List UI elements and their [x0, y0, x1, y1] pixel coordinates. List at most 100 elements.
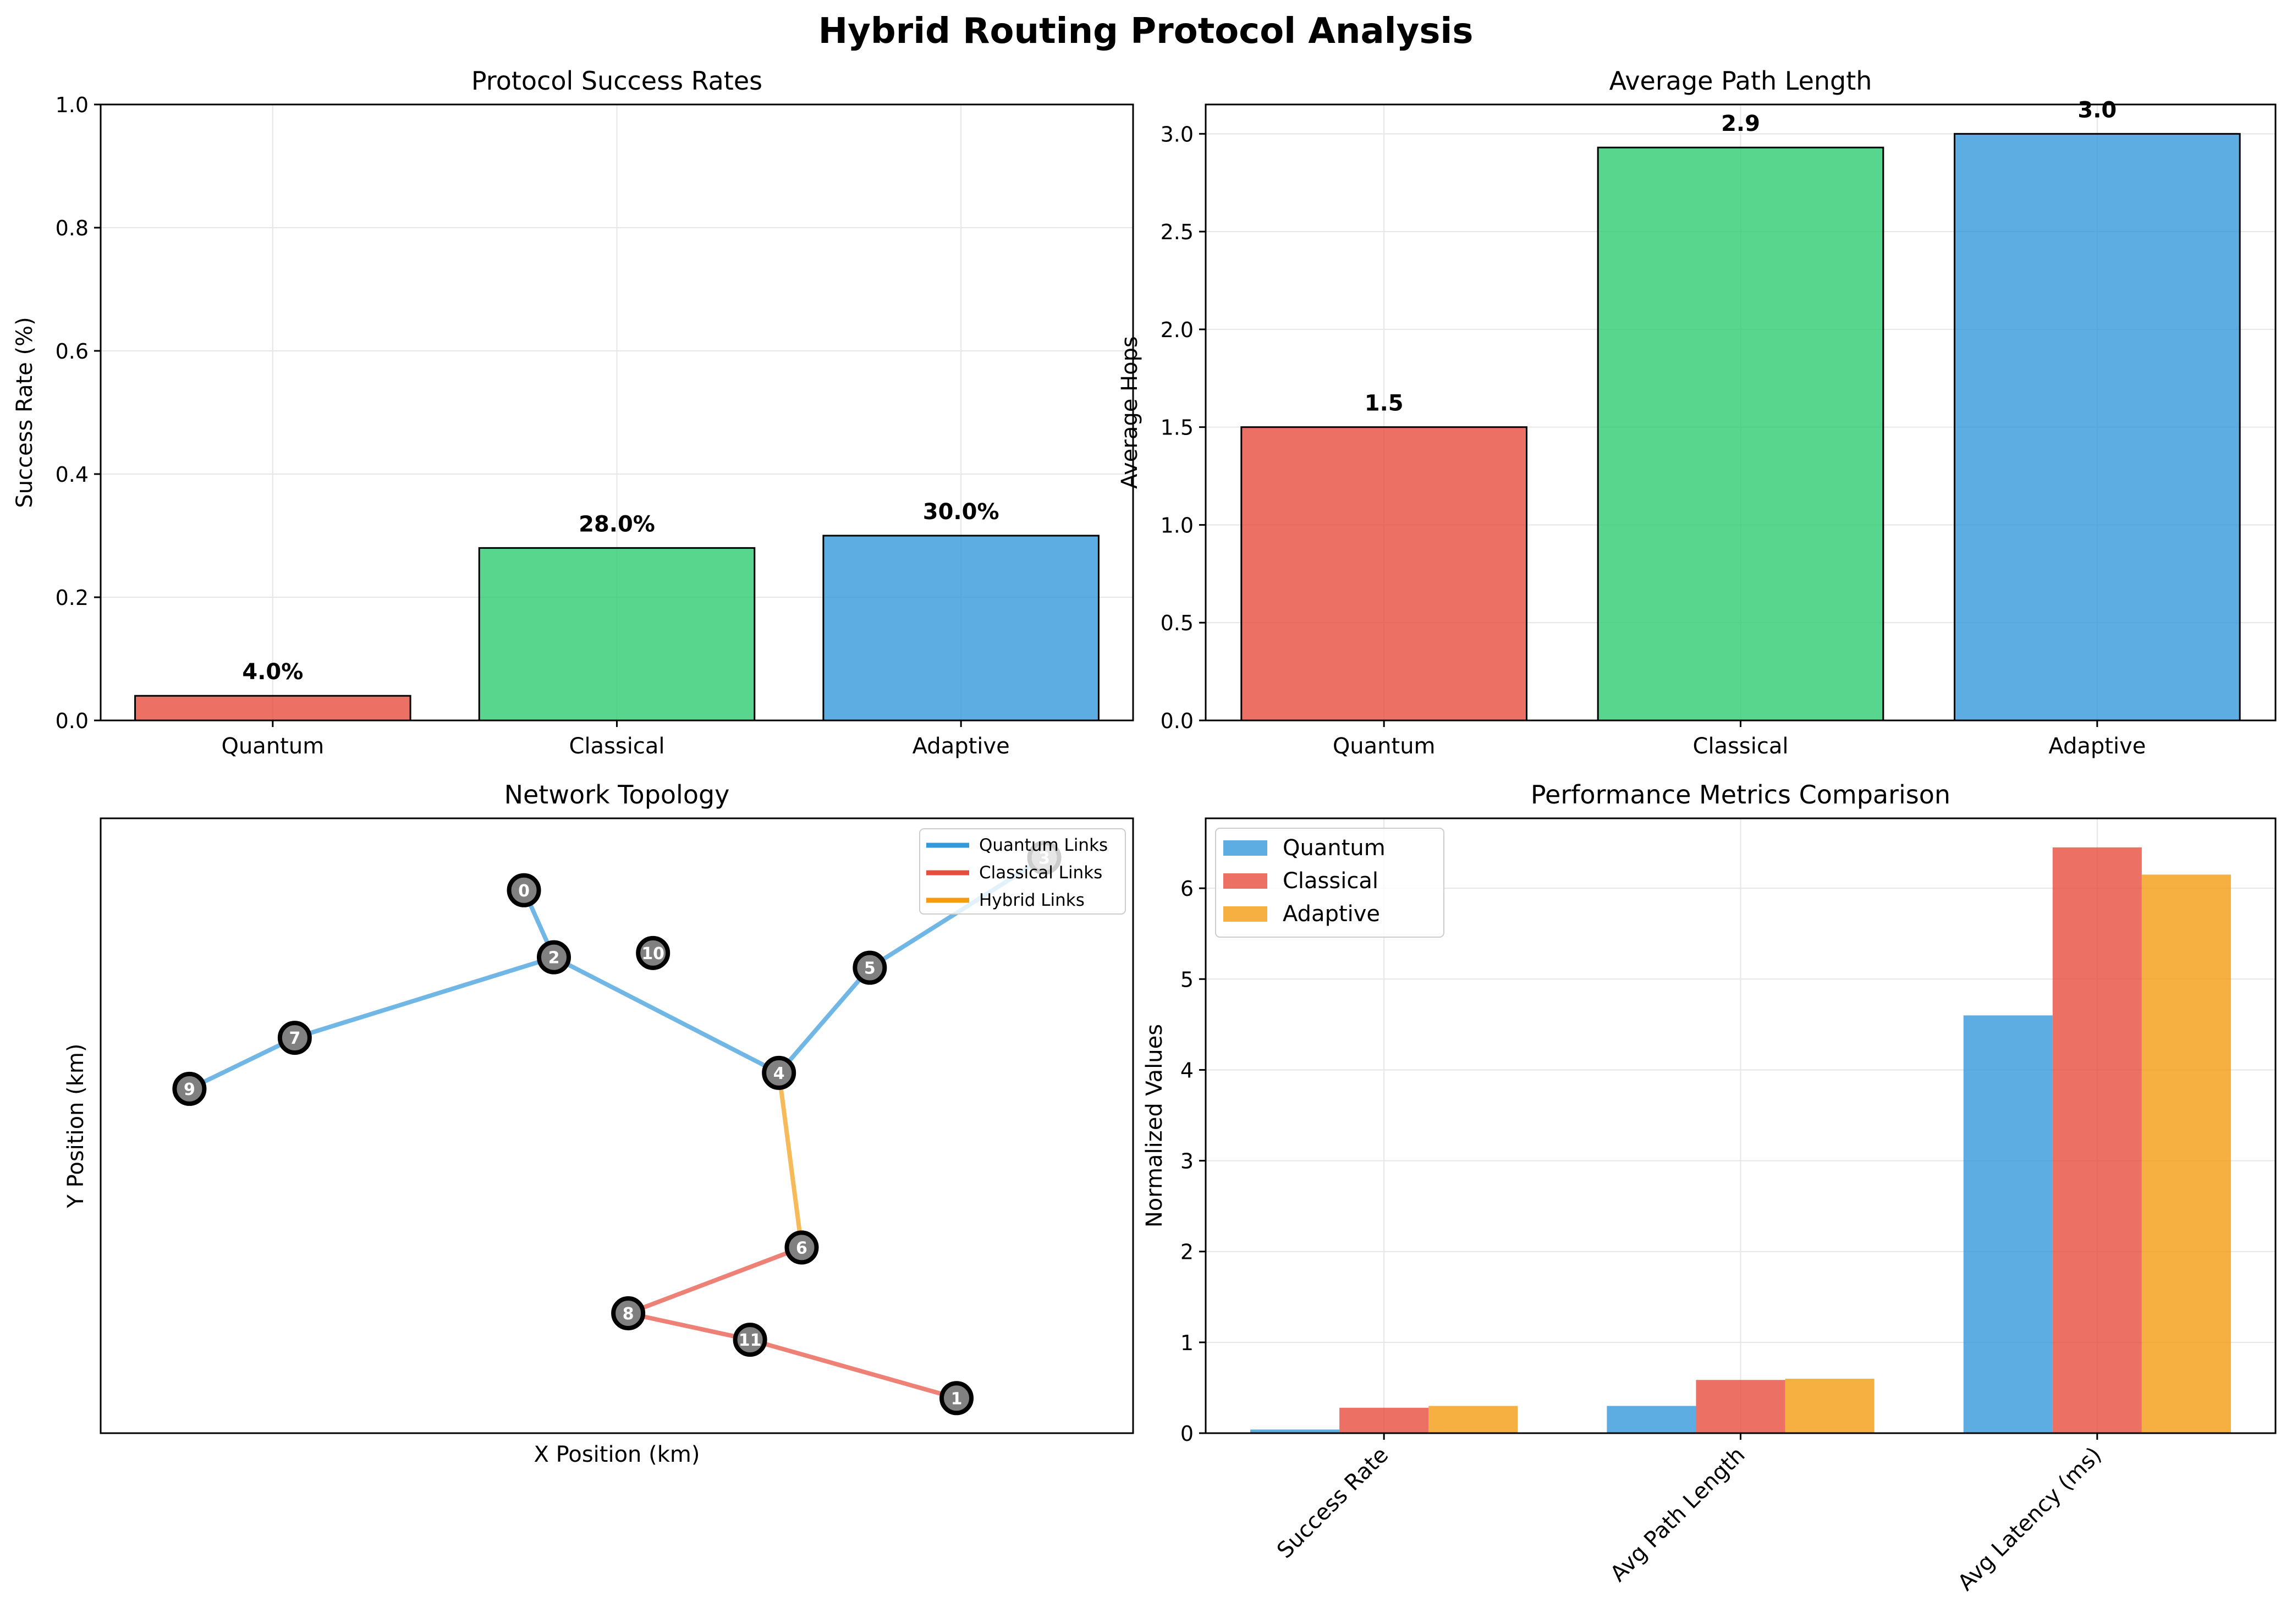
y-axis-label: Normalized Values — [1142, 1024, 1167, 1227]
y-tick-label: 0 — [1180, 1422, 1194, 1446]
node-label: 1 — [951, 1389, 963, 1408]
node-marker — [611, 1296, 646, 1330]
bar-quantum — [134, 695, 411, 722]
data-labels: 4.0% 28.0% 30.0% — [242, 499, 999, 685]
legend-label: Quantum Links — [979, 835, 1108, 855]
node-marker — [939, 1381, 974, 1416]
y-tick-label: 0.8 — [56, 216, 89, 240]
y-axis-label: Success Rate (%) — [12, 317, 37, 508]
y-tick-label: 2 — [1180, 1240, 1194, 1264]
node-7: 7 — [277, 1021, 312, 1055]
node-label: 7 — [289, 1029, 300, 1048]
x-tick-label: Adaptive — [2048, 734, 2146, 759]
data-label: 3.0 — [2077, 97, 2117, 123]
legend: Quantum Classical Adaptive — [1215, 828, 1444, 938]
x-axis-ticks: Quantum Classical Adaptive — [221, 720, 1010, 759]
nodes: 01234567891011 — [172, 840, 1062, 1416]
data-labels: 1.5 2.9 3.0 — [1365, 97, 2117, 416]
node-10: 10 — [636, 935, 670, 970]
node-label: 5 — [864, 959, 876, 978]
legend-label: Quantum — [1283, 835, 1386, 861]
node-9: 9 — [172, 1071, 207, 1106]
y-tick-label: 1.0 — [56, 93, 89, 117]
y-tick-label: 5 — [1180, 967, 1194, 992]
y-axis-ticks: 0 1 2 3 4 5 6 — [1180, 877, 1206, 1446]
figure-title: Hybrid Routing Protocol Analysis — [818, 11, 1474, 52]
classical-link — [749, 1337, 958, 1401]
quantum-link — [777, 966, 872, 1075]
data-label: 4.0% — [242, 659, 303, 685]
data-label: 1.5 — [1365, 391, 1404, 416]
bars — [134, 535, 1100, 722]
legend-label: Classical Links — [979, 863, 1102, 883]
y-tick-label: 0.5 — [1161, 611, 1194, 635]
legend-swatch — [1223, 840, 1267, 856]
chart-title: Average Path Length — [1609, 66, 1872, 96]
node-marker — [277, 1021, 312, 1055]
node-2: 2 — [537, 940, 571, 975]
bar-classical — [478, 547, 756, 722]
x-tick-label: Quantum — [221, 734, 324, 759]
y-tick-label: 3 — [1180, 1149, 1194, 1174]
chart-title: Performance Metrics Comparison — [1531, 780, 1950, 810]
quantum-link — [294, 955, 555, 1040]
y-tick-label: 1.5 — [1161, 416, 1194, 440]
bar-adaptive — [1428, 1406, 1518, 1433]
node-label: 8 — [623, 1304, 634, 1324]
x-axis-label: X Position (km) — [534, 1442, 700, 1467]
bars — [1240, 133, 2241, 722]
bar-adaptive — [2141, 874, 2231, 1433]
x-tick-label: Quantum — [1333, 734, 1436, 759]
y-axis-label: Average Hops — [1117, 336, 1142, 489]
node-11: 11 — [733, 1323, 767, 1357]
data-label: 2.9 — [1721, 111, 1760, 136]
success-rate-chart: 4.0% 28.0% 30.0% 0.0 0.2 0.4 0.6 0.8 1.0 Quantu… — [12, 66, 1134, 759]
node-label: 9 — [184, 1080, 195, 1099]
node-label: 0 — [518, 882, 530, 901]
y-tick-label: 0.2 — [56, 586, 89, 610]
bar-quantum — [1240, 426, 1527, 722]
bar-quantum — [1963, 1015, 2053, 1433]
node-6: 6 — [784, 1230, 819, 1265]
y-tick-label: 4 — [1180, 1058, 1194, 1082]
node-marker — [507, 873, 541, 907]
y-axis-ticks: 0.0 0.5 1.0 1.5 2.0 2.5 3.0 — [1161, 122, 1206, 733]
node-label: 2 — [548, 949, 560, 968]
quantum-link — [188, 1036, 296, 1091]
node-label: 6 — [796, 1238, 807, 1258]
data-label: 28.0% — [579, 511, 655, 537]
x-tick-label: Adaptive — [913, 734, 1010, 759]
bar-classical — [1696, 1380, 1785, 1433]
y-tick-label: 1 — [1180, 1331, 1194, 1355]
path-length-chart: 1.5 2.9 3.0 0.0 0.5 1.0 1.5 2.0 2.5 3.0 Quantum C… — [1117, 66, 2277, 759]
bar-adaptive — [1954, 133, 2241, 722]
node-marker — [733, 1323, 767, 1357]
y-tick-label: 3.0 — [1161, 122, 1194, 146]
node-1: 1 — [939, 1381, 974, 1416]
axes-frame — [100, 817, 1134, 1434]
y-tick-label: 2.5 — [1161, 220, 1194, 244]
bar-quantum — [1607, 1406, 1696, 1433]
legend-label: Classical — [1283, 868, 1378, 894]
node-label: 10 — [641, 944, 664, 964]
node-marker — [537, 940, 571, 975]
y-tick-label: 0.4 — [56, 463, 89, 487]
legend: Quantum Links Classical Links Hybrid Links — [919, 828, 1126, 915]
bar-adaptive — [822, 535, 1100, 722]
node-8: 8 — [611, 1296, 646, 1330]
node-0: 0 — [507, 873, 541, 907]
legend-box — [1215, 828, 1444, 938]
data-label: 30.0% — [923, 499, 999, 525]
bar-adaptive — [1785, 1378, 1875, 1433]
node-5: 5 — [853, 950, 887, 985]
node-marker — [172, 1071, 207, 1106]
classical-link — [628, 1311, 751, 1342]
node-marker — [636, 935, 670, 970]
legend-box — [919, 828, 1126, 915]
y-tick-label: 0.6 — [56, 339, 89, 364]
x-tick-label: Classical — [1693, 734, 1789, 759]
y-tick-label: 1.0 — [1161, 513, 1194, 537]
